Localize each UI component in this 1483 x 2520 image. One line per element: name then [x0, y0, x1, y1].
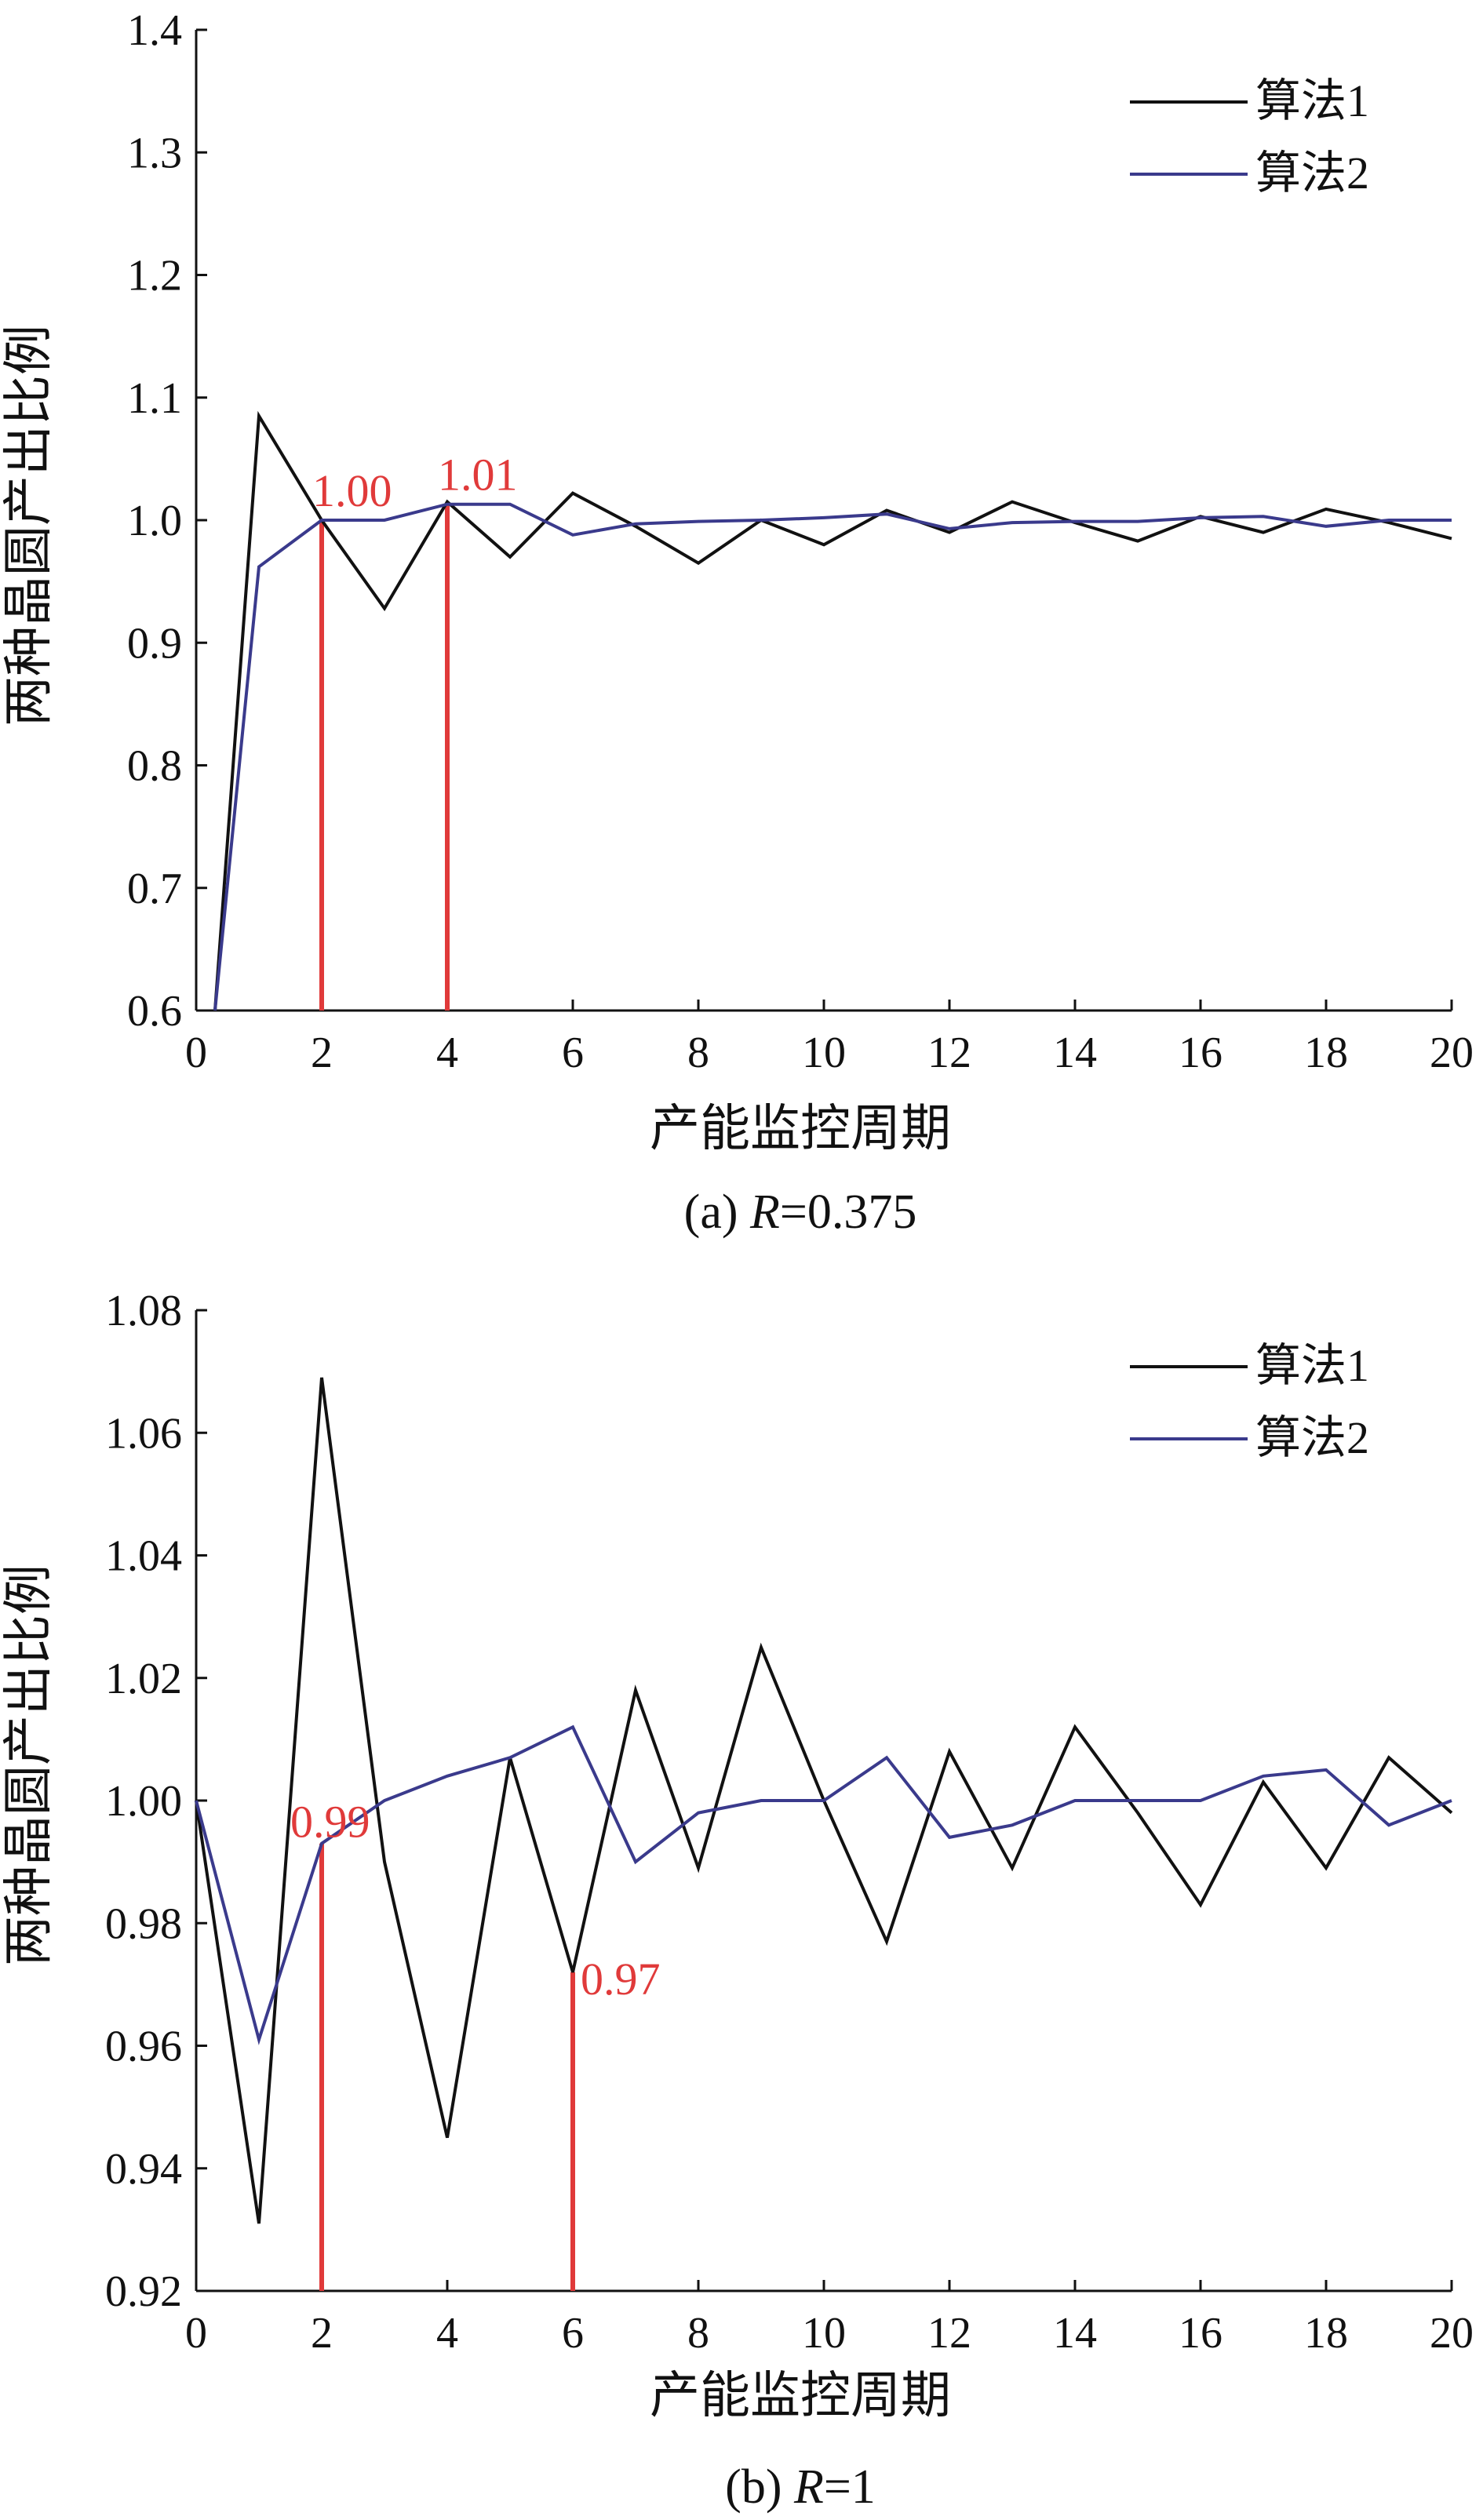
x-tick-label: 2 [311, 2309, 333, 2358]
y-tick-label: 1.1 [127, 374, 182, 423]
x-tick-label: 4 [436, 2309, 458, 2358]
y-tick-label: 1.04 [105, 1532, 182, 1581]
x-tick-label: 10 [802, 1029, 846, 1077]
y-tick-label: 1.08 [105, 1287, 182, 1335]
x-tick-label: 10 [802, 2309, 846, 2358]
x-tick-label: 12 [927, 1029, 971, 1077]
y-axis-title-b: 两种晶圆产出比例 [1, 1564, 56, 1966]
x-tick-label: 12 [927, 2309, 971, 2358]
x-tick-label: 16 [1179, 2309, 1222, 2358]
annotation-label: 1.00 [312, 465, 392, 516]
y-tick-label: 0.96 [105, 2023, 182, 2071]
y-tick-label: 1.4 [127, 6, 182, 55]
annotation-label: 0.97 [581, 1954, 661, 2005]
legend-label-2: 算法2 [1255, 147, 1369, 198]
y-tick-label: 1.02 [105, 1655, 182, 1703]
y-tick-label: 1.3 [127, 129, 182, 177]
x-axis-title-a: 产能监控周期 [650, 1101, 951, 1156]
x-tick-label: 20 [1430, 2309, 1474, 2358]
x-tick-label: 14 [1053, 1029, 1097, 1077]
annotation-label: 0.99 [290, 1797, 370, 1848]
annotation-label: 1.01 [438, 450, 518, 501]
legend-label-1: 算法1 [1255, 75, 1369, 126]
x-tick-label: 20 [1430, 1029, 1474, 1077]
caption-b: (b) R=1 [725, 2460, 876, 2514]
y-axis-title-a: 两种晶圆产出比例 [1, 325, 56, 727]
x-tick-label: 8 [687, 1029, 709, 1077]
legend-label-1: 算法1 [1255, 1340, 1369, 1391]
chart-b: 0 2 4 6 8 10 12 14 16 18 20 0.92 0.94 0.96 0.98 1.00 1.0… [1, 1287, 1474, 2514]
x-tick-label: 0 [185, 1029, 207, 1077]
caption-a: (a) R=0.375 [684, 1185, 917, 1239]
plot-area-b: 0 2 4 6 8 10 12 14 16 18 20 0.92 0.94 0.96 0.98 1.00 1.0… [105, 1287, 1474, 2358]
y-tick-label: 1.0 [127, 497, 182, 545]
series-line-2 [213, 502, 1452, 1011]
x-tick-label: 4 [436, 1029, 458, 1077]
y-tick-label: 1.06 [105, 1409, 182, 1458]
chart-a: 0 2 4 6 8 10 12 14 16 18 20 0.6 0.7 0.8 0.9 1.0 1.1 1.2 1.… [1, 6, 1474, 1239]
x-axis-title-b: 产能监控周期 [650, 2368, 951, 2423]
x-tick-label: 6 [562, 2309, 584, 2358]
legend-label-2: 算法2 [1255, 1412, 1369, 1463]
y-tick-label: 0.9 [127, 619, 182, 668]
x-tick-label: 16 [1179, 1029, 1222, 1077]
y-tick-label: 0.94 [105, 2145, 182, 2194]
y-tick-label: 1.2 [127, 252, 182, 300]
series-line-2 [195, 1724, 1452, 2045]
y-tick-label: 0.6 [127, 987, 182, 1036]
y-tick-label: 0.92 [105, 2267, 182, 2316]
x-tick-label: 18 [1304, 2309, 1348, 2358]
y-tick-label: 0.98 [105, 1899, 182, 1948]
x-tick-label: 0 [185, 2309, 207, 2358]
y-tick-label: 0.8 [127, 742, 182, 791]
x-tick-label: 8 [687, 2309, 709, 2358]
y-tick-label: 0.7 [127, 865, 182, 913]
x-tick-label: 6 [562, 1029, 584, 1077]
x-tick-label: 14 [1053, 2309, 1097, 2358]
series-line-1 [213, 410, 1452, 1011]
y-tick-label: 1.00 [105, 1777, 182, 1826]
plot-area-a: 0 2 4 6 8 10 12 14 16 18 20 0.6 0.7 0.8 0.9 1.0 1.1 1.2 1.… [127, 6, 1474, 1077]
x-tick-label: 18 [1304, 1029, 1348, 1077]
x-tick-label: 2 [311, 1029, 333, 1077]
